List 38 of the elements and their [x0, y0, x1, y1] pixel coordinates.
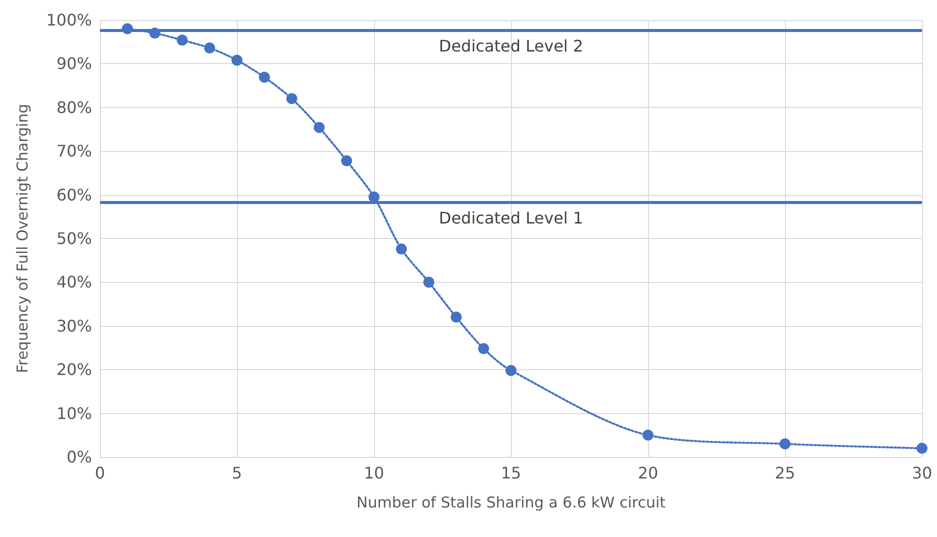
point [423, 276, 434, 288]
y-tick-label: 20% [56, 360, 92, 380]
y-tick-label: 40% [56, 272, 92, 292]
point [916, 442, 928, 454]
point [314, 122, 325, 133]
y-tick-label: 10% [56, 404, 92, 423]
point [478, 343, 490, 354]
x-tick-label: 5 [232, 464, 242, 482]
x-tick-label: 30 [912, 464, 932, 482]
point [396, 243, 407, 254]
y-tick-label: 0% [66, 448, 92, 466]
point [341, 155, 352, 166]
x-tick-label: 0 [94, 464, 106, 482]
ref-line-label: Dedicated Level 2 [438, 36, 584, 56]
y-tick-label: 100% [46, 10, 92, 30]
point [368, 191, 380, 202]
y-tick-label: 30% [56, 316, 92, 336]
y-tick-label: 80% [56, 98, 92, 117]
y-tick-label: 60% [56, 185, 92, 204]
ref-line-label: Dedicated Level 1 [438, 208, 584, 228]
x-tick-label: 15 [500, 464, 522, 482]
x-tick-label: 10 [364, 464, 384, 482]
y-axis-title: Frequency of Full Overnigt Charging [14, 104, 32, 374]
point [204, 42, 216, 54]
point [176, 34, 188, 46]
point [232, 54, 242, 66]
y-tick-label: 70% [56, 142, 92, 161]
y-tick-label: 90% [56, 54, 92, 74]
x-tick-label: 20 [638, 464, 658, 482]
x-axis-title: Number of Stalls Sharing a 6.6 kW circuit [356, 494, 666, 512]
point [450, 312, 462, 323]
point [780, 438, 790, 450]
point [642, 430, 654, 441]
point [258, 72, 270, 83]
point [286, 93, 298, 104]
x-tick-label: 25 [774, 464, 796, 482]
point [506, 364, 516, 376]
y-tick-label: 50% [56, 229, 92, 248]
